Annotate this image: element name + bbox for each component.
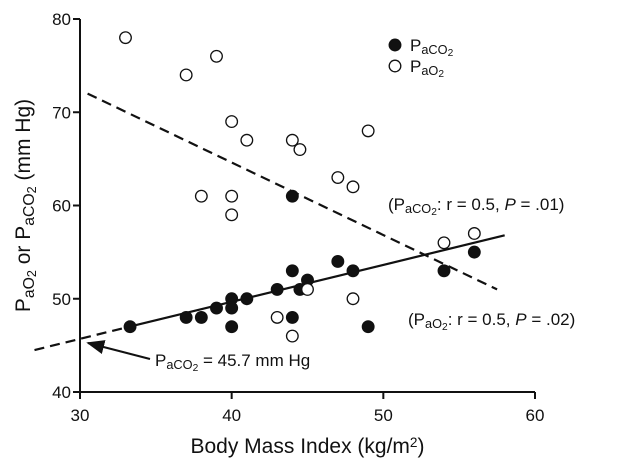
data-point [240,133,254,147]
data-point [331,171,345,184]
data-point [346,264,360,278]
text-segment: 2 [25,186,39,193]
data-point [210,301,223,315]
data-point [301,282,314,296]
text-segment: P [515,310,527,329]
legend-label: PaO2 [410,57,444,80]
text-segment: (P [388,195,405,214]
x-tick-label: 60 [526,406,545,425]
y-tick-label: 80 [52,10,71,29]
text-segment: (P [408,310,425,329]
text-segment: 2 [442,322,448,333]
x-axis-label: Body Mass Index (kg/m2) [190,435,424,458]
data-point [331,255,345,268]
data-point [225,115,239,129]
data-point [467,245,481,259]
annotation: (PaO2: r = 0.5, P = .02) [408,310,575,333]
text-segment: : r = 0.5, [437,195,505,214]
text-segment: (mm Hg) [12,99,35,187]
data-point [225,301,239,315]
y-tick-label: 70 [52,103,71,122]
data-point [210,49,223,63]
data-point [361,124,375,138]
text-segment: P [410,36,421,55]
data-point [179,310,193,324]
annotation-arrow [86,340,151,360]
data-point [194,189,208,203]
data-point [270,310,284,324]
data-point [225,208,239,222]
text-segment: 2 [438,69,444,80]
text-segment: = .01) [516,195,565,214]
x-tick-label: 30 [71,406,90,425]
text-segment: P [155,351,166,370]
legend-marker [388,38,402,52]
text-segment: aCO [405,201,431,216]
x-tick-label: 40 [222,406,241,425]
data-point [225,189,239,203]
text-segment: : r = 0.5, [448,310,516,329]
y-tick-label: 40 [52,383,71,402]
text-segment: aO [425,316,442,331]
data-point [285,264,299,278]
text-segment: = 45.7 mm Hg [198,351,310,370]
data-point [467,227,481,240]
data-point [285,189,299,203]
text-segment: 2 [193,363,199,374]
text-segment: P [12,298,35,312]
y-tick-label: 60 [52,197,71,216]
text-segment: 2 [448,48,454,59]
data-point [119,31,132,45]
data-point [194,310,208,324]
data-point [123,320,137,334]
data-point [179,68,193,82]
text-segment: aO [421,63,438,78]
text-segment: ) [418,435,425,458]
text-segment: aO [21,277,38,298]
text-segment: P [504,195,516,214]
legend-marker [388,59,402,73]
data-point [270,282,284,296]
data-point [285,133,299,147]
text-segment: aCO [21,193,38,225]
x-tick-label: 50 [374,406,393,425]
y-tick-label: 50 [52,290,71,309]
text-segment: or P [12,226,35,270]
text-segment: 2 [431,207,437,218]
legend-label: PaCO2 [410,36,454,59]
data-point [285,310,299,324]
data-point [240,292,254,306]
data-point [437,264,451,278]
data-point [346,292,360,306]
text-segment: = .02) [527,310,576,329]
y-axis-label: PaO2 or PaCO2 (mm Hg) [12,99,39,312]
data-point [225,320,239,334]
data-point [361,320,375,334]
data-point [285,329,299,343]
text-segment: 2 [410,435,418,450]
data-point [346,180,360,194]
annotation: (PaCO2: r = 0.5, P = .01) [388,195,564,218]
text-segment: aCO [421,42,447,57]
text-segment: P [410,57,421,76]
annotation: PaCO2 = 45.7 mm Hg [155,351,310,374]
data-point [293,143,307,157]
text-segment: Body Mass Index (kg/m [190,435,409,458]
text-segment: aCO [166,357,192,372]
data-point [437,236,451,250]
text-segment: 2 [25,270,39,277]
